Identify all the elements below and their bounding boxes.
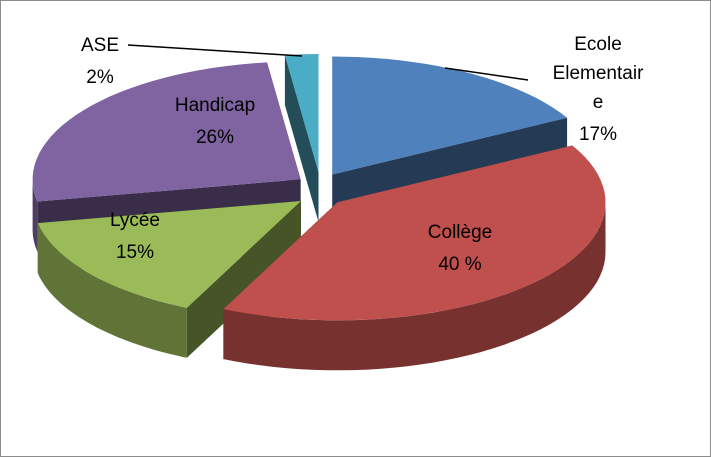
value-label: 17% <box>578 124 618 145</box>
category-label: Collège <box>427 222 493 243</box>
value-label: 15% <box>115 242 155 263</box>
leader-line <box>444 67 529 81</box>
category-label: ASE <box>80 35 120 56</box>
category-label: Lycée <box>110 210 160 231</box>
value-label: 26% <box>195 127 235 148</box>
slice-top <box>284 54 319 172</box>
slice-wall <box>223 202 606 371</box>
value-label: 40 % <box>438 254 482 275</box>
leader-line <box>127 44 303 57</box>
slice-wall <box>32 179 38 252</box>
category-label: Handicap <box>174 95 256 116</box>
category-label: Ecole Elementaire <box>552 34 644 113</box>
slice-top <box>223 145 606 321</box>
value-label: 2% <box>86 67 114 88</box>
slice-top <box>37 201 302 308</box>
slice-side <box>284 55 319 222</box>
slice <box>223 145 606 371</box>
slice <box>37 201 302 358</box>
slice-top <box>332 56 568 175</box>
slice <box>284 54 319 222</box>
slice-wall <box>37 223 187 358</box>
slice-top <box>32 62 301 202</box>
